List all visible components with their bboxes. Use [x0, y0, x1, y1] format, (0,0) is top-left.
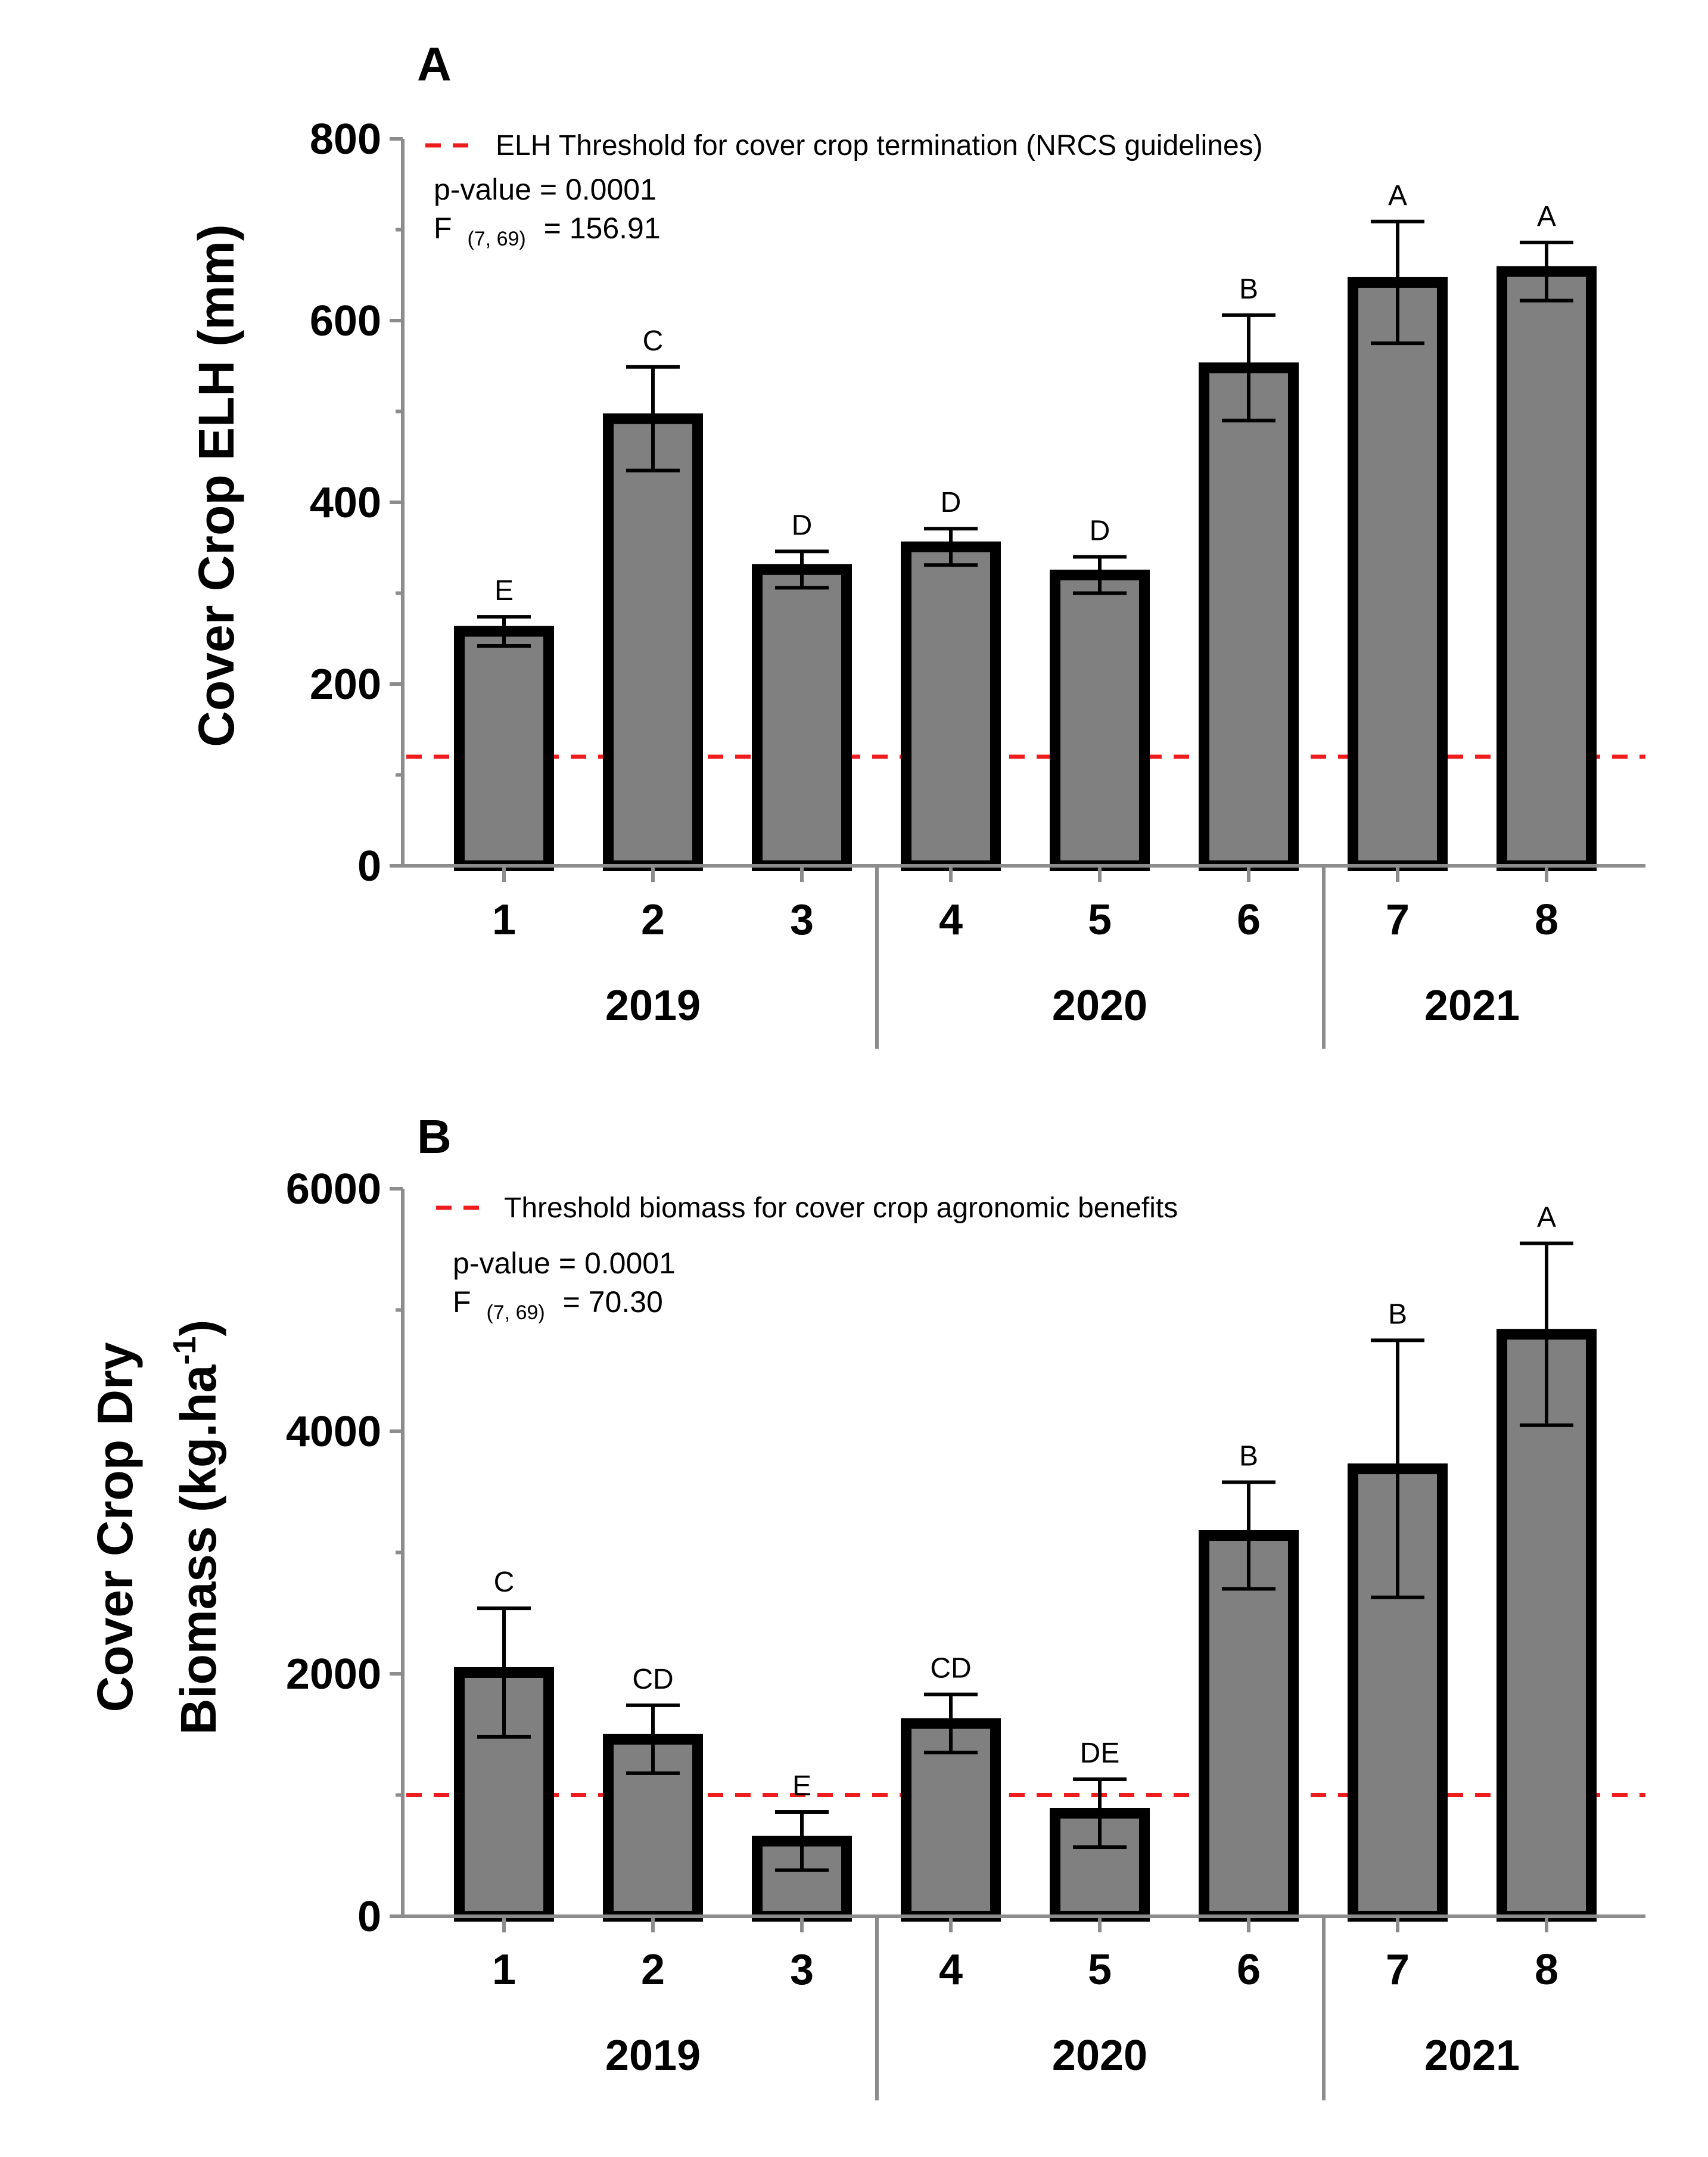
panel-a-error-bars [477, 219, 1573, 648]
year-group-label: 2019 [605, 2032, 701, 2080]
panel-b-significance-letters: C CD E CD DE B B A [494, 1202, 1556, 1802]
panel-b-bars [454, 1329, 1597, 1922]
bar [1497, 266, 1597, 871]
x-tick-label: 4 [939, 1946, 963, 1994]
panel-a-legend-label: ELH Threshold for cover crop termination… [496, 130, 1263, 161]
panel-b-legend-label: Threshold biomass for cover crop agronom… [504, 1192, 1178, 1224]
significance-letter: CD [632, 1664, 673, 1695]
significance-letter: B [1388, 1298, 1407, 1330]
x-tick-label: 1 [492, 896, 516, 944]
significance-letter: B [1239, 1440, 1258, 1472]
bar [1348, 276, 1448, 871]
significance-letter: CD [930, 1653, 971, 1684]
panel-a: A Cover Crop ELH (mm) 0 200 400 600 800 E C D D… [188, 38, 1645, 1049]
bar [1199, 362, 1299, 871]
panel-a-significance-letters: E C D D D B A A [494, 180, 1556, 607]
panel-b: B Cover Crop Dry Biomass (kg.ha-1) 0 2000… [87, 1110, 1645, 2100]
panel-b-letter: B [417, 1110, 452, 1163]
panel-a-bars [454, 266, 1597, 872]
panel-b-y-axis-label-sup: -1 [167, 1337, 203, 1365]
x-tick-label: 3 [790, 1946, 814, 1994]
panel-b-p-value: p-value = 0.0001 [453, 1247, 676, 1280]
significance-letter: A [1537, 201, 1556, 232]
x-tick-label: 2 [641, 896, 665, 944]
y-tick-label: 0 [357, 843, 381, 890]
x-tick-label: 2 [641, 1946, 665, 1994]
x-tick-label: 3 [790, 896, 814, 944]
panel-a-f-statistic: F (7, 69) = 156.91 [434, 212, 661, 252]
bar [1199, 1530, 1299, 1922]
x-tick-label: 4 [939, 896, 963, 944]
significance-letter: E [792, 1770, 811, 1802]
bar [901, 541, 1001, 871]
panel-a-year-groups: 2019 2020 2021 [605, 866, 1520, 1049]
x-tick-label: 5 [1088, 896, 1112, 944]
panel-b-y-axis-label-line2: Biomass (kg.ha-1) [167, 1320, 226, 1735]
year-group-label: 2020 [1052, 982, 1147, 1030]
y-tick-label: 800 [310, 116, 381, 163]
panel-b-f-value: = 70.30 [563, 1285, 663, 1319]
panel-a-f-value: = 156.91 [544, 212, 661, 245]
panel-b-y-axis-label-close: ) [170, 1320, 226, 1337]
significance-letter: D [1090, 515, 1110, 547]
panel-b-y-ticks: 0 2000 4000 6000 [286, 1165, 403, 1941]
x-tick-label: 1 [492, 1946, 516, 1994]
y-tick-label: 4000 [286, 1408, 381, 1456]
bar [752, 564, 852, 871]
panel-b-error-bars [477, 1241, 1573, 1872]
x-tick-label: 6 [1237, 1946, 1261, 1994]
x-tick-label: 8 [1535, 896, 1558, 944]
significance-letter: C [643, 325, 664, 357]
panel-b-f-df: (7, 69) [486, 1301, 545, 1324]
y-tick-label: 200 [310, 661, 381, 708]
panel-b-f-statistic: F (7, 69) = 70.30 [453, 1285, 663, 1326]
significance-letter: A [1537, 1202, 1556, 1233]
x-tick-label: 6 [1237, 896, 1261, 944]
panel-b-x-ticks: 1 2 3 4 5 6 7 8 [492, 1916, 1558, 1994]
x-tick-label: 7 [1386, 896, 1410, 944]
significance-letter: C [494, 1567, 515, 1598]
x-tick-label: 7 [1386, 1946, 1410, 1994]
y-tick-label: 6000 [286, 1165, 381, 1213]
x-tick-label: 5 [1088, 1946, 1112, 1994]
panel-a-x-ticks: 1 2 3 4 5 6 7 8 [492, 866, 1558, 944]
panel-a-p-value: p-value = 0.0001 [434, 173, 657, 206]
panel-a-y-axis-label: Cover Crop ELH (mm) [188, 224, 244, 747]
panel-a-f-prefix: F [434, 212, 452, 245]
bar [603, 413, 703, 871]
significance-letter: DE [1080, 1738, 1120, 1769]
panel-a-letter: A [417, 38, 452, 91]
y-tick-label: 400 [310, 479, 381, 527]
year-group-label: 2019 [605, 982, 701, 1030]
panel-b-year-groups: 2019 2020 2021 [605, 1916, 1520, 2100]
significance-letter: E [494, 575, 514, 607]
panel-b-f-prefix: F [453, 1285, 471, 1319]
panel-a-y-ticks: 0 200 400 600 800 [310, 116, 403, 890]
bar [1050, 570, 1150, 871]
y-tick-label: 600 [310, 297, 381, 345]
panel-b-y-axis-label-line1: Cover Crop Dry [87, 1342, 143, 1712]
year-group-label: 2021 [1424, 982, 1520, 1030]
panel-a-f-df: (7, 69) [467, 228, 525, 250]
y-tick-label: 2000 [286, 1651, 381, 1698]
significance-letter: A [1388, 180, 1407, 212]
bar [454, 626, 554, 872]
year-group-label: 2021 [1424, 2032, 1520, 2080]
year-group-label: 2020 [1052, 2032, 1147, 2080]
significance-letter: B [1239, 273, 1258, 305]
significance-letter: D [941, 487, 962, 518]
y-tick-label: 0 [357, 1893, 381, 1941]
significance-letter: D [792, 509, 813, 541]
panel-b-y-axis-label-main: Biomass (kg.ha [170, 1364, 226, 1735]
x-tick-label: 8 [1535, 1946, 1558, 1994]
